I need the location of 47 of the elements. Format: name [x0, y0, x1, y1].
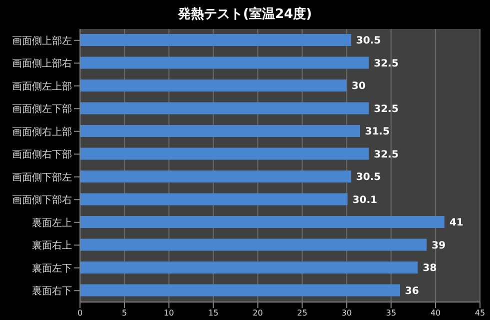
data-label: 32.5	[374, 58, 399, 70]
data-label: 31.5	[365, 126, 390, 138]
x-tick-label: 25	[297, 308, 308, 318]
data-label: 38	[422, 263, 437, 274]
x-tick-label: 40	[430, 308, 441, 318]
y-tick-label: 画面側右下部	[12, 148, 72, 161]
x-tick-label: 10	[164, 308, 174, 318]
bar	[80, 125, 360, 137]
x-tick-label: 0	[77, 308, 83, 318]
bar	[80, 238, 427, 251]
y-tick-label: 画面側右上部	[12, 126, 72, 138]
bar	[80, 193, 348, 206]
data-label: 30.5	[356, 36, 381, 47]
bar	[80, 216, 444, 228]
data-label: 41	[449, 218, 464, 229]
data-label: 36	[405, 286, 419, 297]
x-tick-label: 30	[342, 308, 352, 318]
y-tick-label: 画面側左下部	[12, 103, 72, 116]
data-label: 30	[352, 81, 366, 92]
y-tick-label: 裏面左上	[32, 216, 72, 229]
data-label: 32.5	[374, 149, 399, 160]
y-tick-label: 裏面右上	[32, 240, 72, 252]
x-tick-label: 5	[122, 308, 127, 318]
x-tick-label: 45	[474, 308, 486, 318]
bar	[80, 102, 369, 114]
y-tick-label: 画面側左上部	[12, 80, 72, 92]
bar	[80, 34, 352, 46]
x-tick-label: 35	[386, 308, 396, 318]
x-tick-label: 20	[252, 308, 263, 318]
y-tick-label: 画面側上部左	[12, 34, 72, 47]
y-tick-label: 裏面左下	[32, 262, 72, 274]
chart-title: 発熱テスト(室温24度)	[176, 6, 313, 24]
bar	[80, 284, 400, 296]
y-tick-label: 裏面右下	[32, 285, 72, 298]
y-tick-label: 画面側下部左	[12, 171, 72, 184]
x-tick-label: 15	[208, 308, 218, 318]
bar	[80, 170, 352, 182]
data-label: 32.5	[374, 104, 399, 115]
data-label: 39	[432, 240, 446, 252]
bar	[80, 56, 369, 69]
y-tick-label: 画面側上部右	[12, 58, 72, 70]
bar	[80, 80, 347, 92]
bar	[80, 148, 369, 160]
data-label: 30.5	[356, 172, 381, 184]
y-tick-label: 画面側下部右	[12, 194, 72, 206]
bar	[80, 262, 418, 274]
data-label: 30.1	[352, 194, 378, 206]
